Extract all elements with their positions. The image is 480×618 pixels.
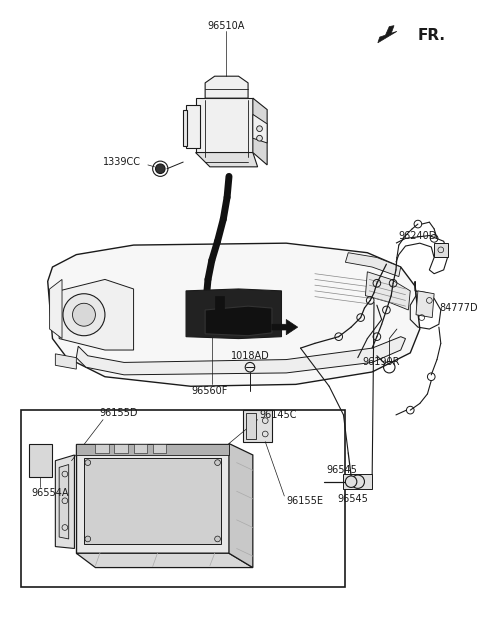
Polygon shape — [76, 337, 406, 375]
Text: 1339CC: 1339CC — [103, 157, 141, 167]
Polygon shape — [253, 114, 267, 143]
Polygon shape — [186, 105, 200, 148]
Bar — [115, 444, 128, 453]
Polygon shape — [253, 98, 267, 165]
Bar — [133, 444, 147, 453]
Polygon shape — [59, 465, 69, 539]
Text: 84777D: 84777D — [439, 303, 478, 313]
Text: 96145C: 96145C — [260, 410, 297, 420]
Polygon shape — [76, 444, 229, 553]
Polygon shape — [272, 320, 298, 335]
Circle shape — [351, 475, 364, 488]
Text: 1018AD: 1018AD — [230, 351, 269, 361]
Text: 96545: 96545 — [337, 494, 369, 504]
Polygon shape — [48, 243, 420, 386]
Polygon shape — [76, 444, 229, 455]
Circle shape — [346, 476, 357, 488]
Circle shape — [85, 460, 91, 465]
Text: 96560F: 96560F — [192, 386, 228, 396]
Polygon shape — [215, 295, 224, 310]
Polygon shape — [378, 25, 397, 43]
Polygon shape — [344, 474, 372, 489]
Polygon shape — [76, 553, 253, 567]
Polygon shape — [243, 410, 272, 442]
Circle shape — [257, 135, 263, 141]
Polygon shape — [55, 455, 74, 549]
Text: 96190R: 96190R — [362, 357, 400, 368]
Polygon shape — [346, 253, 401, 277]
Text: 96510A: 96510A — [207, 20, 245, 31]
Polygon shape — [29, 444, 52, 477]
Polygon shape — [434, 243, 448, 258]
Polygon shape — [229, 444, 253, 567]
Text: 96155D: 96155D — [99, 408, 138, 418]
Bar — [21, 410, 346, 586]
Text: FR.: FR. — [418, 28, 446, 43]
Circle shape — [85, 536, 91, 542]
Circle shape — [63, 294, 105, 336]
Polygon shape — [59, 279, 133, 350]
Polygon shape — [195, 98, 253, 153]
Polygon shape — [55, 354, 76, 369]
Text: 96545: 96545 — [326, 465, 357, 475]
Circle shape — [215, 460, 220, 465]
Text: 96554A: 96554A — [32, 488, 69, 498]
Polygon shape — [365, 272, 410, 310]
Circle shape — [215, 536, 220, 542]
Bar — [153, 444, 166, 453]
Polygon shape — [183, 109, 187, 146]
Polygon shape — [205, 76, 248, 98]
Circle shape — [156, 164, 165, 174]
Polygon shape — [84, 458, 221, 544]
Text: 96155E: 96155E — [286, 496, 323, 506]
Bar — [96, 444, 109, 453]
Polygon shape — [246, 413, 256, 439]
Polygon shape — [416, 291, 434, 318]
Text: 96240D: 96240D — [399, 231, 437, 240]
Circle shape — [257, 126, 263, 132]
Polygon shape — [49, 279, 62, 339]
Polygon shape — [195, 153, 258, 167]
Polygon shape — [186, 289, 281, 339]
Circle shape — [72, 303, 96, 326]
Polygon shape — [205, 306, 272, 336]
